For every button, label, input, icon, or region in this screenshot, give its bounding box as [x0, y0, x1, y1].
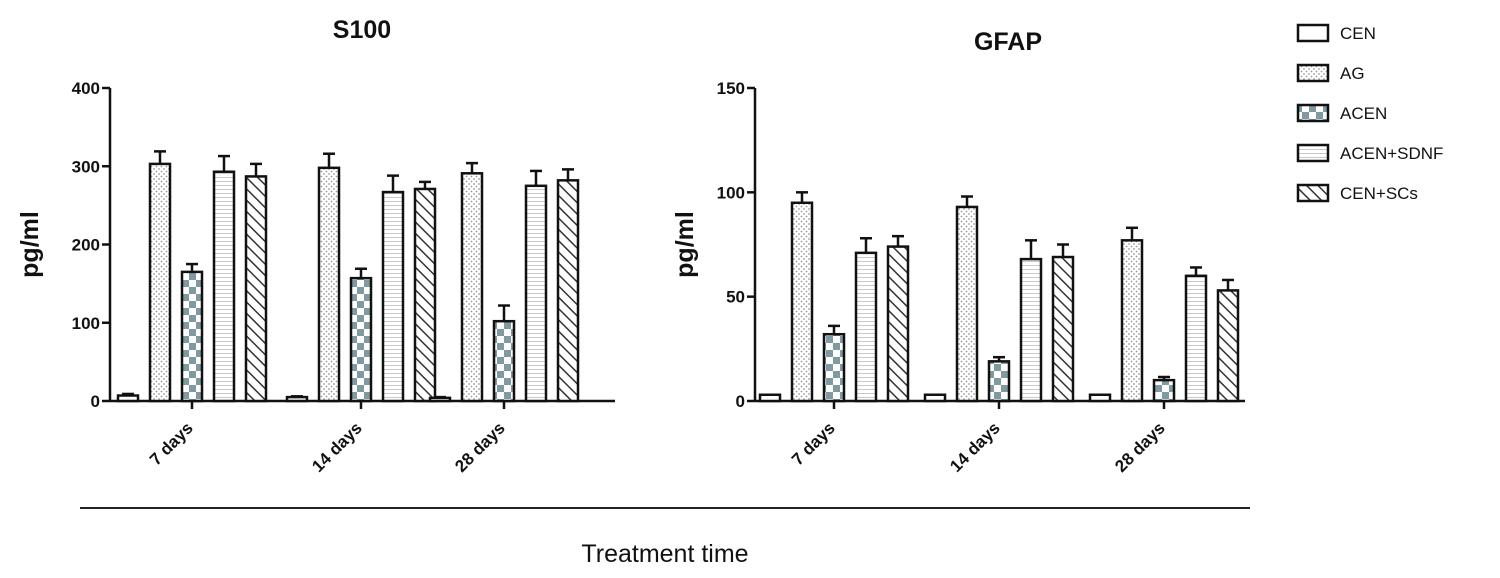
s100-bar [556, 179, 580, 403]
legend-swatch [1296, 183, 1330, 203]
gfap-bar [822, 332, 846, 403]
s100-bar [428, 396, 452, 403]
s100-bar [460, 172, 484, 403]
x-axis-label: Treatment time [581, 540, 748, 568]
gfap-bar [1120, 239, 1144, 403]
s100-y-tick-label: 400 [72, 79, 100, 98]
gfap-category-label: 7 days [788, 418, 839, 469]
gfap-bar [1152, 378, 1176, 403]
gfap-bar [886, 245, 910, 403]
s100-category-label: 7 days [146, 418, 197, 469]
gfap-bar [987, 360, 1011, 403]
gfap-y-tick-label: 50 [726, 288, 745, 307]
s100-bar [148, 162, 172, 403]
gfap-bar [923, 393, 947, 403]
legend-label: CEN [1340, 24, 1376, 43]
gfap-y-tick-label: 150 [717, 79, 745, 98]
s100-category-label: 14 days [308, 418, 366, 476]
s100-y-axis-label: pg/ml [16, 211, 44, 278]
s100-bar [244, 175, 268, 403]
s100-bar [524, 184, 548, 403]
s100-bar [212, 170, 236, 403]
s100-category-label: 28 days [451, 418, 509, 476]
legend-swatch [1296, 63, 1330, 83]
legend: CEN AG ACEN ACEN+SDNF CEN+SCs [1296, 23, 1443, 203]
gfap-category-label: 28 days [1111, 418, 1169, 476]
s100-y-tick-label: 100 [72, 314, 100, 333]
gfap-category-label: 14 days [946, 418, 1004, 476]
s100-y-tick-label: 0 [91, 392, 100, 411]
s100-y-tick-label: 300 [72, 157, 100, 176]
gfap-bar [1051, 255, 1075, 403]
gfap-bar [1216, 289, 1240, 403]
s100-y-tick-label: 200 [72, 236, 100, 255]
gfap-bar [790, 201, 814, 403]
gfap-bar [955, 205, 979, 403]
s100-bar [492, 319, 516, 403]
gfap-bar [1184, 274, 1208, 403]
gfap-y-axis-label: pg/ml [671, 211, 699, 278]
gfap-y-tick-label: 0 [736, 392, 745, 411]
gfap-y-tick-label: 100 [717, 183, 745, 202]
s100-bar [180, 270, 204, 403]
s100-bar [317, 166, 341, 403]
legend-label: AG [1340, 64, 1365, 83]
legend-swatch [1296, 143, 1330, 163]
gfap-bar [758, 393, 782, 403]
legend-swatch [1296, 23, 1330, 43]
gfap-title: GFAP [974, 28, 1042, 56]
gfap-bar [1088, 393, 1112, 403]
s100-bar [285, 395, 309, 403]
chart-s100: S100 pg/ml 0 100 200 300 400 7 days 14 days 28 da… [16, 16, 615, 476]
chart-gfap: GFAP pg/ml 0 50 100 150 7 days 14 days 28 days [671, 28, 1245, 476]
gfap-bar [1019, 257, 1043, 403]
legend-swatch [1296, 103, 1330, 123]
s100-title: S100 [333, 16, 391, 44]
s100-bar [413, 187, 437, 403]
legend-label: ACEN [1340, 104, 1387, 123]
s100-bar [381, 190, 405, 403]
legend-label: ACEN+SDNF [1340, 144, 1443, 163]
legend-label: CEN+SCs [1340, 184, 1418, 203]
s100-bar [116, 394, 140, 403]
s100-bar [349, 276, 373, 403]
gfap-bar [854, 251, 878, 403]
